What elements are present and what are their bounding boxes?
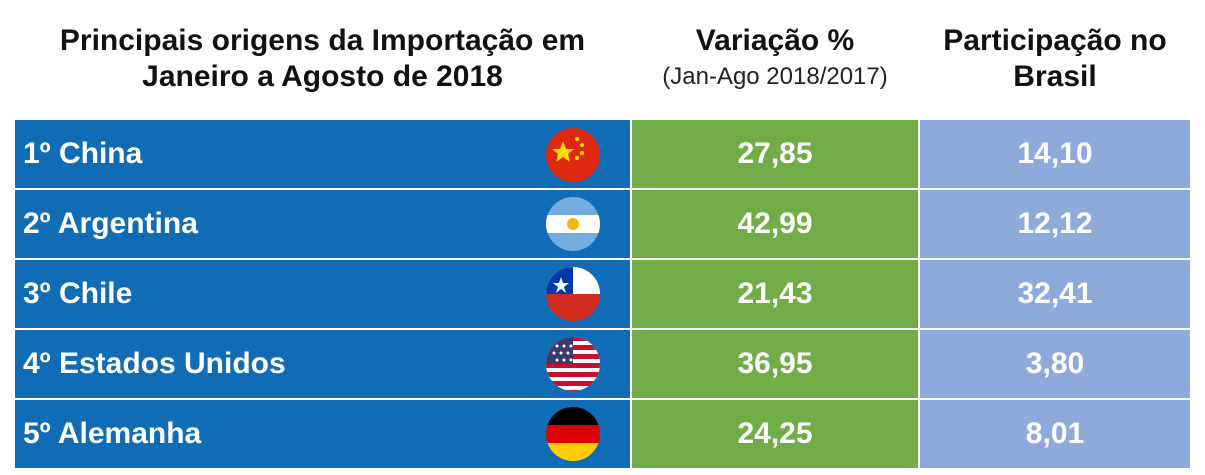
value-cell: 12,12	[920, 190, 1190, 258]
country-name: 2º Argentina	[23, 207, 198, 240]
value: 27,85	[737, 137, 813, 170]
header-text: Variação %	[695, 24, 855, 57]
flag-chile	[546, 267, 600, 321]
country-name: 5º Alemanha	[23, 417, 202, 450]
value-cell: 27,85	[632, 120, 918, 188]
country-cell: 4º Estados Unidos	[15, 330, 630, 398]
header-text: Janeiro a Agosto de 2018	[142, 60, 503, 93]
header-text: Principais origens da Importação em	[59, 24, 586, 57]
country-cell: 2º Argentina	[15, 190, 630, 258]
flag-china	[546, 128, 600, 182]
value-cell: 8,01	[920, 400, 1190, 468]
value: 3,80	[1025, 347, 1085, 380]
header-text: (Jan-Ago 2018/2017)	[662, 63, 888, 90]
country-name: 1º China	[23, 137, 143, 170]
value: 14,10	[1017, 137, 1093, 170]
country-cell: 1º China	[15, 120, 630, 188]
flag-argentina	[546, 197, 600, 251]
value: 32,41	[1017, 277, 1093, 310]
value-cell: 14,10	[920, 120, 1190, 188]
value-cell: 3,80	[920, 330, 1190, 398]
header-text: Brasil	[1013, 60, 1097, 93]
country-name: 3º Chile	[23, 277, 133, 310]
value-cell: 32,41	[920, 260, 1190, 328]
value-cell: 42,99	[632, 190, 918, 258]
value: 21,43	[737, 277, 813, 310]
value-cell: 24,25	[632, 400, 918, 468]
value: 8,01	[1025, 417, 1085, 450]
value-cell: 36,95	[632, 330, 918, 398]
flag-germany	[546, 407, 600, 461]
header-cell: Principais origens da Importação em Janei…	[15, 0, 630, 118]
country-name: 4º Estados Unidos	[23, 347, 286, 380]
value-cell: 21,43	[632, 260, 918, 328]
header-text: Participação no	[943, 24, 1167, 57]
value: 24,25	[737, 417, 813, 450]
value: 12,12	[1017, 207, 1093, 240]
country-cell: 5º Alemanha	[15, 400, 630, 468]
country-cell: 3º Chile	[15, 260, 630, 328]
header-cell: Participação no Brasil	[920, 0, 1190, 118]
header-cell: Variação % (Jan-Ago 2018/2017)	[632, 0, 918, 118]
flag-usa	[546, 337, 600, 391]
value: 36,95	[737, 347, 813, 380]
value: 42,99	[737, 207, 813, 240]
